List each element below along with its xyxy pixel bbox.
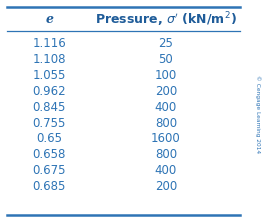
Text: e: e bbox=[45, 13, 53, 26]
Text: 1.116: 1.116 bbox=[32, 37, 66, 50]
Text: 0.65: 0.65 bbox=[36, 132, 62, 145]
Text: 0.685: 0.685 bbox=[32, 180, 66, 193]
Text: 0.658: 0.658 bbox=[32, 148, 66, 161]
Text: 1.055: 1.055 bbox=[32, 69, 66, 82]
Text: 1.108: 1.108 bbox=[32, 53, 66, 66]
Text: 0.962: 0.962 bbox=[32, 85, 66, 98]
Text: 800: 800 bbox=[155, 148, 177, 161]
Text: 400: 400 bbox=[155, 101, 177, 114]
Text: Pressure, $\boldsymbol{\sigma'}$ (kN/m$^{2}$): Pressure, $\boldsymbol{\sigma'}$ (kN/m$^… bbox=[95, 11, 237, 29]
Text: 400: 400 bbox=[155, 164, 177, 177]
Text: 200: 200 bbox=[155, 180, 177, 193]
Text: 25: 25 bbox=[158, 37, 173, 50]
Text: © Cengage Learning 2014: © Cengage Learning 2014 bbox=[255, 75, 260, 153]
Text: 200: 200 bbox=[155, 85, 177, 98]
Text: 0.845: 0.845 bbox=[32, 101, 66, 114]
Text: 0.675: 0.675 bbox=[32, 164, 66, 177]
Text: 1600: 1600 bbox=[151, 132, 181, 145]
Text: 50: 50 bbox=[158, 53, 173, 66]
Text: 0.755: 0.755 bbox=[32, 117, 66, 130]
Text: 800: 800 bbox=[155, 117, 177, 130]
Text: 100: 100 bbox=[155, 69, 177, 82]
